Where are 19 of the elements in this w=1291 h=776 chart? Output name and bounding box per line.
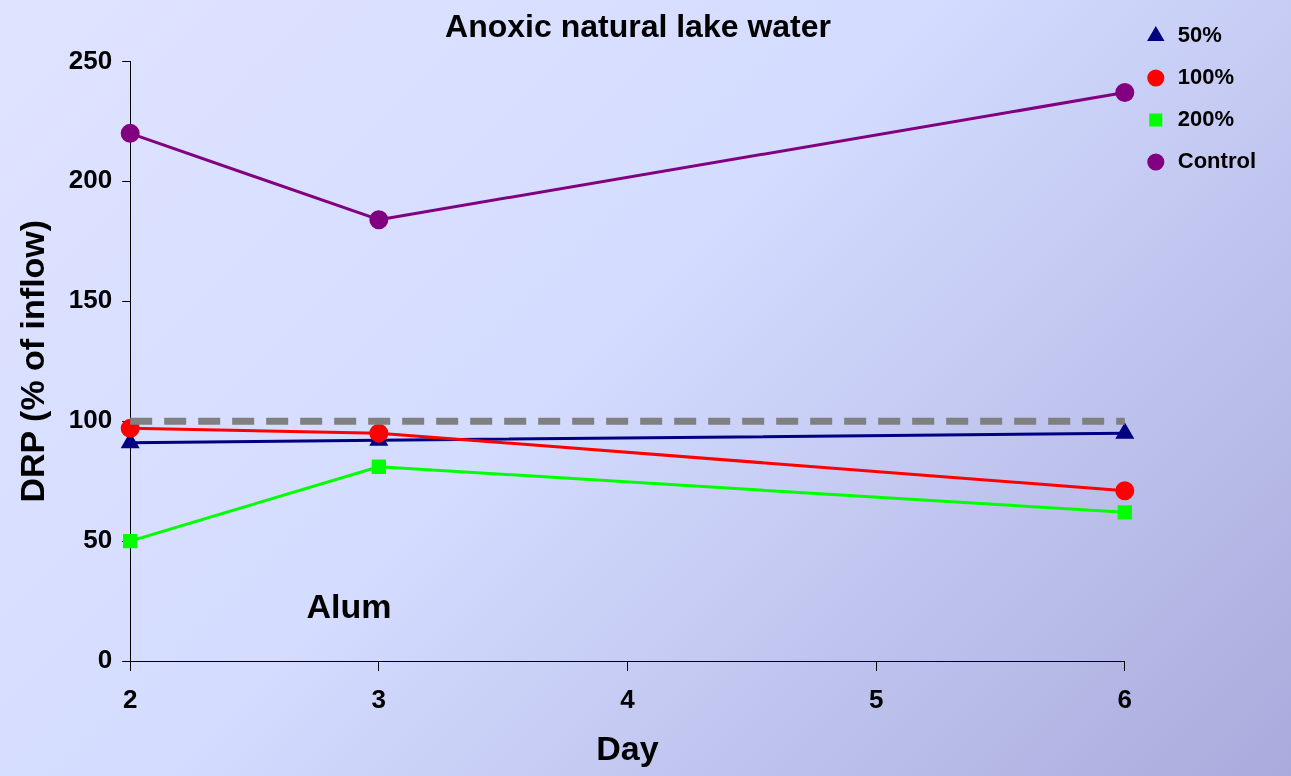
- y-axis-title: DRP (% of inflow): [12, 219, 51, 503]
- legend-label: 100%: [1177, 64, 1235, 90]
- legend-label: 50%: [1177, 22, 1222, 48]
- x-tick-label: 6: [1117, 683, 1133, 714]
- chart-title: Anoxic natural lake water: [445, 8, 831, 45]
- annotation: Alum: [306, 587, 392, 626]
- x-tick-label: 2: [122, 683, 138, 714]
- y-tick-label: 0: [97, 644, 113, 675]
- x-axis-title: Day: [596, 728, 659, 767]
- y-tick-label: 100: [68, 404, 113, 435]
- legend-label: Control: [1177, 148, 1256, 174]
- legend-label: 200%: [1177, 106, 1235, 132]
- y-tick-label: 50: [83, 524, 113, 555]
- x-tick-label: 5: [868, 683, 884, 714]
- y-tick-label: 150: [68, 284, 113, 315]
- x-tick-label: 3: [371, 683, 387, 714]
- x-tick-label: 4: [620, 683, 636, 714]
- y-tick-label: 200: [68, 164, 113, 195]
- y-tick-label: 250: [68, 44, 113, 75]
